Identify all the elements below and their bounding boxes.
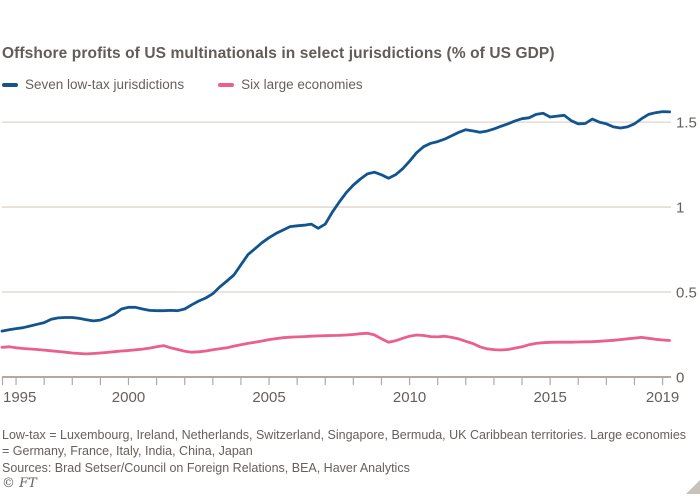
x-axis-label: 2015	[533, 389, 566, 406]
legend-swatch-large-economies-icon	[218, 82, 235, 87]
y-axis-label: 1.5	[676, 115, 697, 132]
x-axis-label: 2005	[252, 389, 285, 406]
legend: Seven low-tax jurisdictions Six large ec…	[2, 77, 397, 92]
legend-label-low-tax: Seven low-tax jurisdictions	[25, 77, 185, 92]
x-axis-label: 2019	[646, 389, 679, 406]
copyright-ft: © FT	[2, 476, 37, 492]
y-axis-label: 0.5	[676, 285, 697, 302]
y-axis-label: 0	[676, 370, 684, 387]
footnote-definitions: Low-tax = Luxembourg, Ireland, Netherlan…	[2, 428, 687, 459]
footnotes: Low-tax = Luxembourg, Ireland, Netherlan…	[2, 427, 696, 493]
x-axis-labels: 1995 2000 2005 2010 2015 2019	[3, 389, 679, 406]
corner-triangle-icon	[686, 480, 700, 494]
chart-title: Offshore profits of US multinationals in…	[2, 45, 555, 62]
legend-item-low-tax: Seven low-tax jurisdictions	[2, 77, 184, 92]
legend-label-large-economies: Six large economies	[241, 77, 363, 92]
x-axis-label: 2000	[112, 389, 145, 406]
legend-item-large-economies: Six large economies	[218, 77, 363, 92]
footnote-sources: Sources: Brad Setser/Council on Foreign …	[2, 460, 410, 475]
series-line-six-large-economies	[0, 331, 671, 356]
series-line-seven-low-tax	[0, 110, 671, 333]
legend-swatch-low-tax-icon	[2, 82, 18, 87]
x-axis	[1, 376, 671, 385]
y-axis-labels: 0 0.5 1 1.5	[676, 115, 697, 387]
y-axis-label: 1	[676, 200, 684, 217]
x-axis-label: 1995	[3, 389, 36, 406]
x-axis-label: 2010	[393, 389, 426, 406]
